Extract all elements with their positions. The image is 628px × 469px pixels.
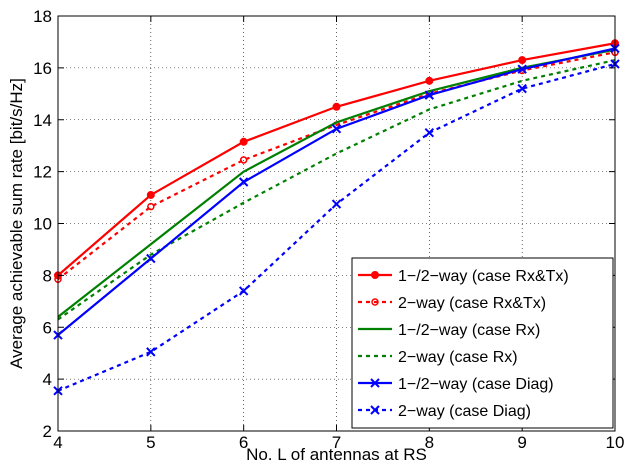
data-point bbox=[424, 90, 435, 100]
y-axis-title: Average achievable sum rate [bit/s/Hz] bbox=[7, 78, 26, 369]
legend-marker bbox=[371, 271, 379, 279]
legend-marker bbox=[371, 298, 379, 306]
data-point bbox=[238, 286, 249, 296]
legend-entry: 2−way (case Rx&Tx) bbox=[358, 295, 546, 312]
data-point bbox=[238, 177, 249, 187]
series-1 bbox=[54, 39, 619, 280]
y-tick-label: 10 bbox=[33, 215, 52, 234]
data-point bbox=[517, 83, 527, 94]
x-tick-label: 8 bbox=[425, 433, 434, 452]
series-line bbox=[57, 59, 616, 321]
legend-label: 1−/2−way (case Rx&Tx) bbox=[398, 268, 569, 285]
legend-marker bbox=[370, 378, 380, 388]
x-tick-label: 5 bbox=[146, 433, 155, 452]
x-tick-label: 10 bbox=[606, 433, 625, 452]
x-tick-label: 9 bbox=[517, 433, 526, 452]
data-point bbox=[239, 156, 248, 164]
data-point bbox=[147, 202, 155, 211]
legend-entry: 2−way (case Rx) bbox=[358, 349, 518, 366]
legend-label: 2−way (case Rx) bbox=[398, 349, 518, 366]
legend-label: 2−way (case Rx&Tx) bbox=[398, 295, 546, 312]
data-point bbox=[146, 190, 155, 199]
data-point bbox=[331, 124, 342, 134]
data-point bbox=[146, 347, 156, 357]
x-tick-label: 6 bbox=[239, 433, 248, 452]
legend-entry: 1−/2−way (case Diag) bbox=[358, 376, 554, 393]
data-point bbox=[146, 253, 156, 264]
x-tick-label: 7 bbox=[332, 433, 341, 452]
legend-entry: 1−/2−way (case Rx) bbox=[358, 322, 540, 339]
y-tick-label: 16 bbox=[33, 59, 52, 78]
data-point bbox=[332, 102, 341, 111]
legend-label: 1−/2−way (case Rx) bbox=[398, 322, 540, 339]
legend-label: 1−/2−way (case Diag) bbox=[398, 376, 554, 393]
legend-entry: 1−/2−way (case Rx&Tx) bbox=[358, 268, 569, 285]
data-point bbox=[424, 128, 435, 138]
y-tick-label: 18 bbox=[33, 7, 52, 26]
data-point bbox=[517, 64, 527, 74]
legend-marker bbox=[370, 405, 380, 415]
series-4 bbox=[57, 59, 616, 321]
y-tick-label: 8 bbox=[43, 266, 52, 285]
y-tick-label: 12 bbox=[33, 163, 52, 182]
data-point bbox=[331, 199, 342, 209]
legend-label: 2−way (case Diag) bbox=[398, 403, 531, 420]
data-point bbox=[518, 56, 527, 65]
y-tick-label: 2 bbox=[43, 422, 52, 441]
data-point bbox=[239, 137, 248, 146]
data-point bbox=[425, 76, 434, 85]
legend-entry: 2−way (case Diag) bbox=[358, 403, 531, 420]
series-layer bbox=[53, 39, 620, 396]
y-tick-label: 4 bbox=[43, 370, 52, 389]
series-6 bbox=[53, 59, 620, 396]
y-tick-label: 14 bbox=[33, 111, 52, 130]
series-5 bbox=[53, 43, 620, 340]
legend: 1−/2−way (case Rx&Tx) 2−way (case Rx&Tx) 1… bbox=[351, 257, 614, 429]
legend-box bbox=[351, 257, 614, 429]
x-axis-title: No. L of antennas at RS bbox=[246, 445, 427, 464]
y-tick-label: 6 bbox=[43, 318, 52, 337]
x-tick-label: 4 bbox=[53, 433, 62, 452]
